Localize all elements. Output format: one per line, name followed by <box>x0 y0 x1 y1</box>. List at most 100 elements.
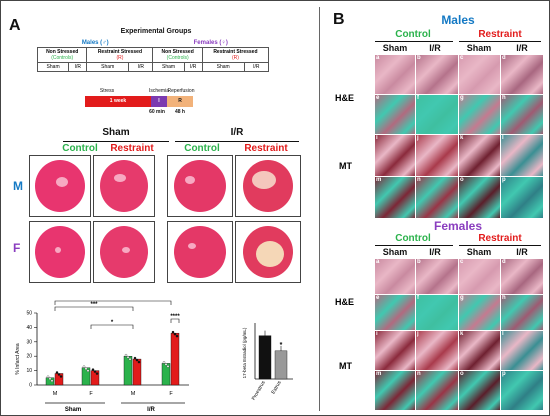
y-tick-label: 10 <box>26 368 32 374</box>
tile-letter: i <box>376 135 378 141</box>
significance-bracket <box>170 318 180 323</box>
cell: Sham <box>36 62 70 72</box>
cell: I/R <box>243 62 270 72</box>
tile-letter: b <box>417 55 421 61</box>
tile-letter: o <box>460 371 464 377</box>
ir-header: I/R <box>230 127 244 138</box>
histology-tile: d <box>501 55 543 94</box>
data-point <box>46 375 50 379</box>
ischemia-bar: I <box>151 96 167 107</box>
data-point <box>135 358 139 362</box>
group-1: Non Stressed (Controls) <box>36 47 88 63</box>
sham-underline <box>63 141 169 142</box>
histology-tile: b <box>416 259 458 294</box>
histology-tile: o <box>459 177 500 218</box>
heart-f-sham-restraint <box>93 221 155 283</box>
y-tick-label: 30 <box>26 339 32 345</box>
tile-letter: f <box>417 95 419 101</box>
y-tick-label: 40 <box>26 325 32 331</box>
histology-tile: m <box>375 371 415 410</box>
tile-letter: n <box>417 371 421 377</box>
cell: I/R <box>183 62 203 72</box>
histology-tile: j <box>416 135 458 176</box>
histology-tile: k <box>459 135 500 176</box>
reperfusion-label: Reperfusion <box>167 88 195 94</box>
panel-b-label: B <box>333 11 345 28</box>
panel-divider <box>319 7 320 411</box>
significance-bracket <box>90 324 134 329</box>
histology-tile: c <box>459 55 500 94</box>
data-point <box>128 357 132 361</box>
histology-tile: h <box>501 295 543 330</box>
histology-tile: p <box>501 371 543 410</box>
significance-bracket <box>54 300 172 305</box>
data-point <box>126 355 130 359</box>
tile-letter: j <box>417 331 419 337</box>
ischemia-duration: 60 min <box>149 109 165 115</box>
b-m-sham-2: Sham <box>466 43 492 53</box>
histology-tile: p <box>501 177 543 218</box>
heart-f-ir-restraint <box>235 221 301 283</box>
histology-tile: f <box>416 295 458 330</box>
tile-letter: d <box>502 259 506 265</box>
b-f-ir-1: I/R <box>429 247 441 257</box>
reperfusion-bar: R <box>167 96 193 107</box>
sham-header: Sham <box>102 127 130 138</box>
ir-underline <box>175 141 299 142</box>
y-tick-label: 0 <box>29 383 32 389</box>
bar <box>123 356 133 386</box>
data-point <box>164 363 168 366</box>
ir-restraint-label: Restraint <box>244 143 288 154</box>
x-tick-label: Estrus <box>270 380 283 396</box>
tile-letter: l <box>502 135 504 141</box>
data-point <box>162 361 166 364</box>
b-underline <box>375 245 453 246</box>
tile-letter: c <box>460 259 464 265</box>
histology-tile: g <box>459 95 500 134</box>
ischemia-label: Ischemia <box>148 88 169 94</box>
group-4: Restraint Stressed (R) <box>201 47 270 63</box>
bar <box>258 335 272 380</box>
significance-label: * <box>280 342 283 349</box>
tile-letter: k <box>460 135 464 141</box>
group-label-sham: Sham <box>65 407 81 413</box>
b-m-mt-label: MT <box>339 161 352 171</box>
histology-tile: g <box>459 295 500 330</box>
tile-letter: k <box>460 331 464 337</box>
significance-label: **** <box>108 299 118 302</box>
histology-tile: a <box>375 55 415 94</box>
ir-control-label: Control <box>184 143 220 154</box>
b-f-he-label: H&E <box>335 297 355 307</box>
heart-f-sham-control <box>29 221 91 283</box>
tile-letter: d <box>502 55 506 61</box>
group-3: Non Stressed (Controls) <box>152 47 203 63</box>
histology-tile: h <box>501 95 543 134</box>
data-point <box>59 375 63 378</box>
significance-bracket <box>54 306 134 311</box>
tile-letter: b <box>417 259 421 265</box>
b-f-mt-label: MT <box>339 361 352 371</box>
tile-letter: m <box>376 371 382 377</box>
females-title: Females <box>433 219 483 233</box>
histology-tile: l <box>501 331 543 370</box>
females-header: Females (♀) <box>193 40 228 46</box>
tile-letter: g <box>460 95 464 101</box>
data-point <box>173 332 177 336</box>
male-histology-grid: a b c d e f g h i j k l m n o p <box>375 55 543 219</box>
b-males-restraint: Restraint <box>478 29 522 40</box>
data-point <box>86 369 90 372</box>
data-point <box>91 368 95 371</box>
data-point <box>95 372 99 375</box>
group-label-ir: I/R <box>147 407 155 413</box>
x-tick-label: M <box>131 391 136 397</box>
tile-letter: a <box>376 259 380 265</box>
data-point <box>175 334 179 338</box>
row-male-label: M <box>13 179 23 193</box>
reperfusion-duration: 48 h <box>174 109 185 115</box>
sham-control-label: Control <box>62 143 98 154</box>
tile-letter: f <box>417 295 419 301</box>
histology-tile: a <box>375 259 415 294</box>
b-m-ir-2: I/R <box>516 43 528 53</box>
